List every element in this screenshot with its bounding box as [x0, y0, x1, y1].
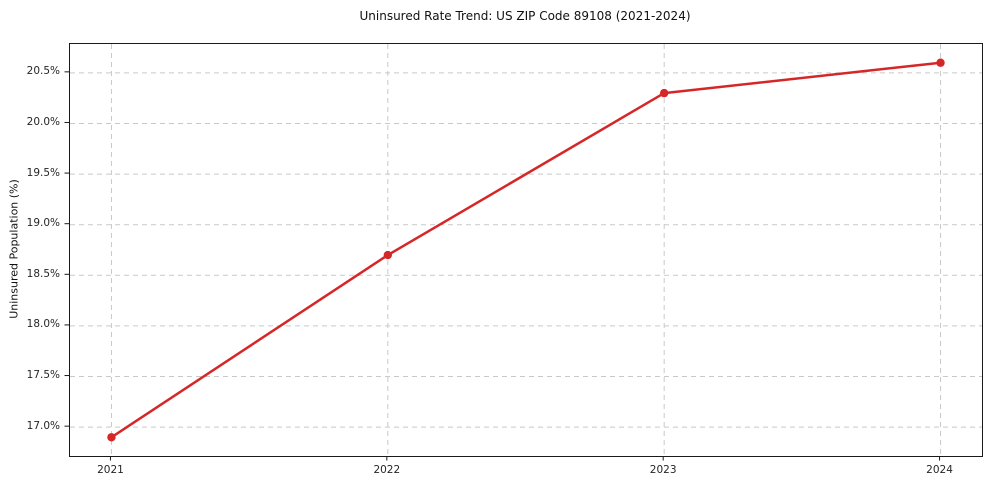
x-tick-label: 2023 [649, 464, 677, 476]
data-point-marker [107, 433, 116, 442]
data-point-marker [659, 88, 669, 98]
y-tick-label: 19.5% [26, 166, 60, 179]
plot-area [69, 43, 983, 457]
data-point-marker [936, 58, 945, 67]
y-tick-label: 19.0% [26, 217, 60, 230]
data-point-marker [383, 250, 393, 260]
trend-line [110, 61, 942, 439]
x-tick-label: 2024 [926, 464, 953, 476]
line-chart-svg [70, 44, 982, 456]
x-tick-label: 2021 [97, 464, 124, 476]
x-tick-label: 2022 [373, 464, 401, 476]
y-tick-label: 17.5% [26, 369, 60, 382]
y-tick-label: 17.0% [26, 419, 60, 432]
y-tick-label: 20.0% [26, 115, 60, 128]
y-tick-label: 18.5% [26, 267, 60, 280]
y-tick-label: 20.5% [26, 65, 60, 78]
chart-title: Uninsured Rate Trend: US ZIP Code 89108 … [359, 9, 691, 23]
y-tick-label: 18.0% [26, 318, 60, 331]
y-axis-label: Uninsured Population (%) [7, 179, 21, 319]
